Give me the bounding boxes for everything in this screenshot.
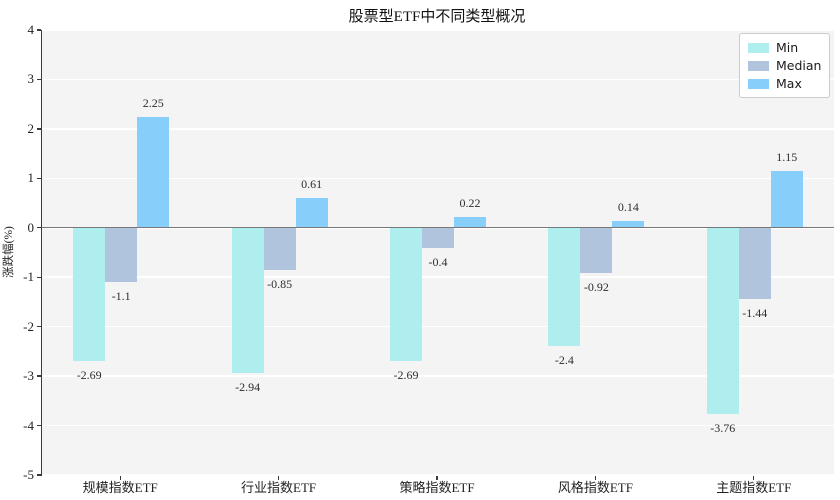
y-axis-label: 涨跌幅(%) [3, 226, 15, 278]
bar-value-label: -0.92 [583, 280, 609, 295]
bar-value-label: 0.22 [459, 195, 481, 210]
bar-max [295, 197, 328, 228]
bar-median [263, 227, 296, 270]
y-tick-label: 4 [27, 22, 35, 37]
bar-median [105, 227, 138, 283]
bar-value-label: 2.25 [142, 95, 164, 110]
legend-label: Min [776, 40, 799, 55]
gridline [42, 375, 834, 377]
x-tick-mark [119, 476, 121, 481]
y-tick-label: 2 [27, 120, 35, 136]
gridline [42, 177, 834, 180]
legend-swatch [748, 61, 769, 71]
y-tick-mark [37, 78, 41, 81]
bar-min [231, 227, 264, 374]
bar-value-label: -0.85 [267, 276, 293, 291]
legend-item-median: Median [748, 58, 821, 74]
x-tick-mark [594, 476, 597, 481]
legend-swatch [748, 43, 769, 53]
legend-item-max: Max [748, 76, 821, 92]
y-tick-mark [37, 326, 41, 328]
y-tick-mark [37, 29, 41, 31]
bar-max [770, 170, 803, 228]
bar-min [706, 227, 739, 414]
bar-median [422, 227, 454, 248]
gridline [42, 276, 834, 278]
bar-value-label: -2.94 [235, 380, 261, 395]
x-tick-label: 行业指数ETF [241, 480, 317, 495]
legend-item-min: Min [748, 40, 821, 56]
y-tick-label: -5 [23, 467, 34, 482]
bar-value-label: -3.76 [710, 420, 736, 435]
y-tick-label: -4 [23, 417, 34, 433]
bar-value-label: -2.69 [76, 367, 102, 382]
bar-value-label: -0.4 [428, 254, 448, 269]
bar-value-label: -2.69 [393, 367, 419, 382]
x-tick-mark [277, 476, 280, 481]
gridline [42, 474, 834, 476]
y-tick-label: -2 [23, 318, 34, 334]
plot-area: -2.69 -2.94 -2.69 -2.4 -3.76 -1.1 -0.85 -0.4 -0.… [41, 29, 834, 476]
y-tick-mark [37, 375, 41, 377]
gridline [42, 78, 834, 81]
y-tick-mark [37, 276, 41, 278]
y-tick-mark [37, 424, 41, 427]
gridline [42, 29, 834, 31]
zero-line [42, 227, 834, 229]
bar-min [390, 227, 422, 361]
y-tick-label: -3 [23, 368, 34, 384]
x-tick-label: 风格指数ETF [557, 480, 633, 495]
bar-value-label: -2.4 [554, 353, 574, 368]
bar-value-label: -1.1 [111, 289, 131, 304]
bar-value-label: 0.61 [301, 176, 323, 191]
y-tick-label: 1 [27, 170, 35, 186]
bar-min [73, 227, 106, 361]
gridline [42, 128, 834, 130]
x-tick-mark [753, 476, 755, 481]
bar-min [548, 227, 581, 347]
bar-max [612, 220, 645, 228]
bar-value-label: 1.15 [776, 149, 798, 164]
y-tick-mark [37, 177, 41, 179]
gridline [42, 424, 834, 427]
y-tick-mark [37, 227, 41, 229]
x-tick-label: 规模指数ETF [82, 480, 158, 495]
bar-median [738, 227, 771, 299]
bar-value-label: -1.44 [742, 305, 768, 320]
bar-max [454, 216, 486, 228]
y-tick-label: -1 [23, 269, 34, 285]
legend-label: Max [776, 76, 802, 91]
x-tick-label: 主题指数ETF [716, 480, 792, 495]
y-tick-label: 0 [27, 219, 35, 235]
bar-max [137, 116, 170, 228]
legend: Min Median Max [739, 33, 830, 98]
gridline [42, 325, 834, 328]
y-tick-label: 3 [27, 71, 35, 87]
x-tick-label: 策略指数ETF [399, 480, 475, 495]
bar-median [580, 227, 613, 274]
legend-swatch [748, 79, 769, 89]
x-tick-mark [436, 476, 438, 481]
legend-label: Median [776, 58, 822, 73]
bar-value-label: 0.14 [617, 199, 639, 214]
y-tick-mark [37, 128, 41, 130]
chart-title: 股票型ETF中不同类型概况 [348, 9, 526, 25]
y-tick-mark [37, 474, 41, 476]
